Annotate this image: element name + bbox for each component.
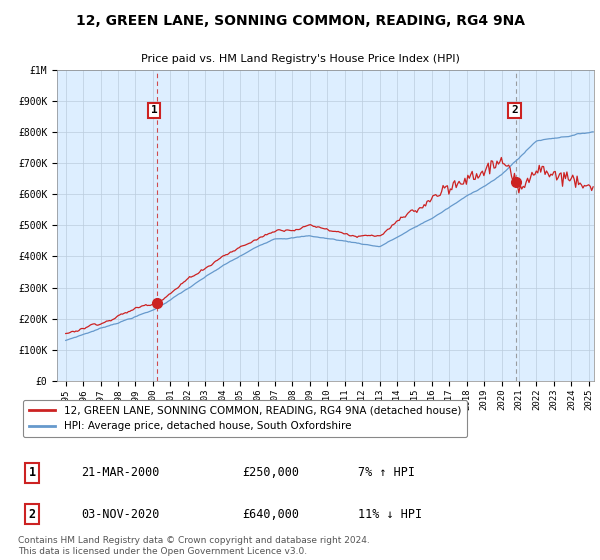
Text: 12, GREEN LANE, SONNING COMMON, READING, RG4 9NA: 12, GREEN LANE, SONNING COMMON, READING,… bbox=[76, 14, 524, 28]
Text: £250,000: £250,000 bbox=[242, 466, 299, 479]
Text: 2: 2 bbox=[511, 105, 518, 115]
Text: 11% ↓ HPI: 11% ↓ HPI bbox=[358, 507, 422, 521]
Legend: 12, GREEN LANE, SONNING COMMON, READING, RG4 9NA (detached house), HPI: Average : 12, GREEN LANE, SONNING COMMON, READING,… bbox=[23, 400, 467, 437]
Text: 7% ↑ HPI: 7% ↑ HPI bbox=[358, 466, 415, 479]
Text: Contains HM Land Registry data © Crown copyright and database right 2024.
This d: Contains HM Land Registry data © Crown c… bbox=[18, 536, 370, 556]
Text: £640,000: £640,000 bbox=[242, 507, 299, 521]
Text: Price paid vs. HM Land Registry's House Price Index (HPI): Price paid vs. HM Land Registry's House … bbox=[140, 54, 460, 64]
Text: 21-MAR-2000: 21-MAR-2000 bbox=[81, 466, 160, 479]
Text: 2: 2 bbox=[29, 507, 36, 521]
Text: 1: 1 bbox=[29, 466, 36, 479]
Text: 03-NOV-2020: 03-NOV-2020 bbox=[81, 507, 160, 521]
Text: 1: 1 bbox=[151, 105, 157, 115]
